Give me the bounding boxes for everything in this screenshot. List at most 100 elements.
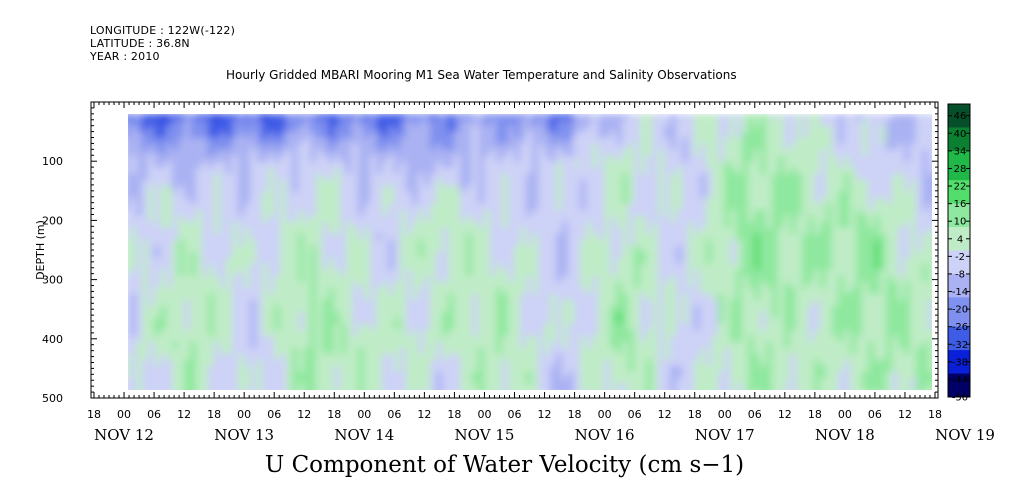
heatmap-cell [538,251,545,259]
heatmap-cell [256,114,263,121]
heatmap-cell [610,359,617,367]
heatmap-cell [142,191,149,199]
heatmap-cell [712,281,719,289]
heatmap-cell [286,137,293,145]
heatmap-cell [598,179,605,187]
heatmap-cell [574,233,581,241]
heatmap-cell [214,114,221,121]
heatmap-cell [622,299,629,307]
heatmap-cell [280,221,287,229]
heatmap-cell [358,335,365,343]
heatmap-cell [286,365,293,373]
heatmap-cell [616,335,623,343]
heatmap-cell [574,143,581,151]
heatmap-cell [136,329,143,337]
heatmap-cell [208,119,215,127]
heatmap-cell [532,305,539,313]
heatmap-cell [562,203,569,211]
heatmap-cell [754,119,761,127]
heatmap-cell [196,299,203,307]
heatmap-cell [418,263,425,271]
heatmap-cell [442,305,449,313]
heatmap-cell [580,341,587,349]
heatmap-cell [202,167,209,175]
heatmap-cell [412,323,419,331]
heatmap-cell [196,167,203,175]
heatmap-cell [340,371,347,379]
heatmap-cell [274,329,281,337]
heatmap-cell [592,125,599,133]
heatmap-cell [670,155,677,163]
heatmap-cell [208,269,215,277]
heatmap-cell [352,215,359,223]
heatmap-cell [544,263,551,271]
heatmap-cell [226,215,233,223]
heatmap-cell [652,227,659,235]
heatmap-cell [388,365,395,373]
heatmap-cell [352,209,359,217]
heatmap-cell [178,209,185,217]
heatmap-cell [472,317,479,325]
heatmap-cell [190,341,197,349]
heatmap-cell [154,125,161,133]
heatmap-cell [166,299,173,307]
heatmap-cell [502,239,509,247]
heatmap-cell [406,173,413,181]
heatmap-cell [724,383,731,390]
heatmap-cell [340,377,347,385]
heatmap-cell [580,215,587,223]
heatmap-cell [418,317,425,325]
heatmap-cell [214,251,221,259]
heatmap-cell [580,365,587,373]
heatmap-cell [172,197,179,205]
heatmap-cell [706,305,713,313]
year-text: YEAR : 2010 [90,50,160,63]
heatmap-cell [406,251,413,259]
heatmap-cell [128,149,131,157]
heatmap-cell [700,323,707,331]
heatmap-cell [562,287,569,295]
heatmap-cell [394,197,401,205]
heatmap-cell [388,281,395,289]
heatmap-cell [502,359,509,367]
heatmap-cell [262,293,269,301]
heatmap-cell [508,251,515,259]
heatmap-cell [154,167,161,175]
heatmap-cell [604,185,611,193]
heatmap-cell [676,251,683,259]
heatmap-cell [514,293,521,301]
heatmap-cell [136,293,143,301]
heatmap-cell [268,197,275,205]
heatmap-cell [706,215,713,223]
heatmap-cell [490,173,497,181]
heatmap-cell [280,323,287,331]
heatmap-cell [184,185,191,193]
heatmap-cell [346,257,353,265]
heatmap-cell [520,173,527,181]
heatmap-cell [556,179,563,187]
heatmap-cell [538,365,545,373]
heatmap-cell [724,389,731,390]
heatmap-cell [616,359,623,367]
heatmap-cell [184,125,191,133]
heatmap-cell [520,245,527,253]
heatmap-cell [190,389,197,390]
heatmap-cell [178,173,185,181]
heatmap-cell [310,119,317,127]
heatmap-cell [334,203,341,211]
heatmap-cell [412,239,419,247]
heatmap-cell [628,119,635,127]
heatmap-cell [700,335,707,343]
heatmap-cell [466,383,473,390]
heatmap-cell [700,233,707,241]
heatmap-cell [400,323,407,331]
heatmap-cell [682,335,689,343]
heatmap-cell [742,275,749,283]
heatmap-cell [424,137,431,145]
heatmap-cell [376,371,383,379]
heatmap-cell [292,185,299,193]
heatmap-cell [682,155,689,163]
heatmap-cell [364,257,371,265]
heatmap-cell [604,341,611,349]
heatmap-cell [280,149,287,157]
